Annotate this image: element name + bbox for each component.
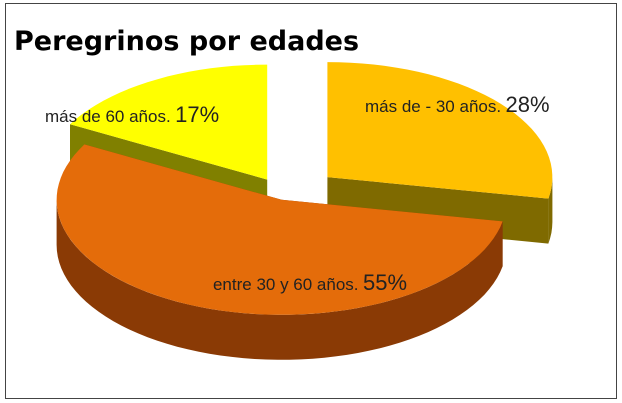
chart-title: Peregrinos por edades — [14, 26, 359, 57]
data-label: más de 60 años. 17% — [45, 102, 219, 127]
slice-side — [548, 177, 553, 244]
category-label: entre 30 y 60 años. — [213, 275, 359, 294]
slice — [327, 62, 553, 199]
data-label: más de - 30 años. 28% — [365, 92, 550, 117]
slice — [70, 64, 268, 180]
value-label: 28% — [506, 92, 550, 117]
value-label: 55% — [363, 270, 407, 295]
slice-side — [56, 199, 503, 360]
slice — [56, 144, 503, 315]
value-label: 17% — [175, 102, 219, 127]
pie — [56, 62, 553, 360]
data-label: entre 30 y 60 años. 55% — [213, 270, 407, 295]
category-label: más de 60 años. — [45, 107, 171, 126]
category-label: más de - 30 años. — [365, 97, 501, 116]
labels: más de - 30 años. 28% entre 30 y 60 años.… — [45, 92, 550, 295]
